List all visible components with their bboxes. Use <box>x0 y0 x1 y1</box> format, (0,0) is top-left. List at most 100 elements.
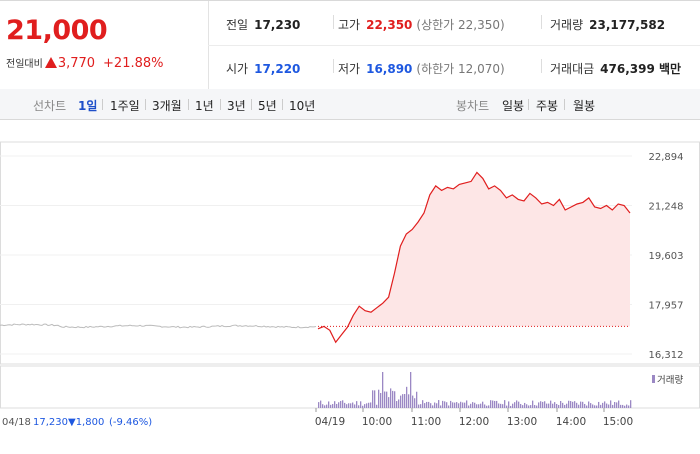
volume-bar <box>448 405 450 408</box>
x-tick-label: 04/19 <box>315 416 345 428</box>
volume-bar <box>378 389 380 408</box>
prev-close-label: 전일 <box>226 18 249 32</box>
volume-bar <box>538 402 540 408</box>
change-label: 전일대비 <box>6 59 43 70</box>
divider <box>333 59 334 73</box>
period-1year[interactable]: 1년 <box>195 99 214 113</box>
volume-bar <box>400 395 402 408</box>
volume-bar <box>432 405 434 408</box>
open: 시가 17,220 <box>226 60 300 77</box>
volume-bar <box>600 404 602 408</box>
volume-bar <box>542 401 544 408</box>
volume-bar <box>446 402 448 408</box>
y-tick-label: 19,603 <box>649 251 684 262</box>
volume-bar <box>328 401 330 408</box>
volume-bar <box>402 394 404 408</box>
low-value: 16,890 <box>366 62 413 76</box>
volume-bar <box>616 402 618 408</box>
volume-bar <box>440 405 442 408</box>
lower-limit: (하한가 12,070) <box>416 62 505 76</box>
candle-chart-label: 봉차트 <box>456 99 490 113</box>
volume-bar <box>484 404 486 408</box>
period-1week[interactable]: 1주일 <box>110 99 140 113</box>
volume-bar <box>502 404 504 408</box>
volume-bar <box>444 401 446 408</box>
trade-amount-value: 476,399 백만 <box>600 62 682 76</box>
volume-bar <box>352 402 354 408</box>
volume-bar <box>318 402 320 408</box>
volume-bar <box>354 404 356 408</box>
prev-close: 전일 17,230 <box>226 16 300 33</box>
volume-bar <box>356 401 358 408</box>
divider <box>541 15 542 29</box>
volume-bar <box>370 402 372 408</box>
volume-bar <box>532 400 534 408</box>
divider <box>541 59 542 73</box>
prev-day-summary: 04/18 17,230 ▼1,800 (-9.46%) <box>2 417 152 428</box>
volume-bar <box>388 397 390 408</box>
x-tick-label: 14:00 <box>556 416 586 428</box>
volume-legend-swatch <box>652 375 655 383</box>
volume-bar <box>594 405 596 408</box>
volume-bar <box>504 400 506 408</box>
volume-bar <box>330 404 332 408</box>
volume-bar <box>512 403 514 408</box>
period-1day[interactable]: 1일 <box>78 99 98 113</box>
volume-bar <box>428 401 430 408</box>
volume-bar <box>584 403 586 408</box>
trade-amount-label: 거래대금 <box>550 62 595 76</box>
volume-bar <box>494 400 496 408</box>
volume-bar <box>422 400 424 408</box>
period-10year[interactable]: 10년 <box>289 99 316 113</box>
volume-bar <box>516 400 518 408</box>
volume-bar <box>562 402 564 408</box>
volume-bar <box>564 404 566 408</box>
x-tick-label: 13:00 <box>507 416 537 428</box>
volume-bar <box>436 403 438 408</box>
volume-bar <box>560 400 562 408</box>
volume-bar <box>554 402 556 408</box>
volume-bar <box>458 403 460 408</box>
volume-bar <box>368 402 370 408</box>
volume-bar <box>534 405 536 408</box>
volume-bar <box>592 404 594 408</box>
volume-bar <box>376 404 378 408</box>
open-value: 17,220 <box>254 62 301 76</box>
candle-daily[interactable]: 일봉 <box>502 99 525 113</box>
volume-bar <box>578 404 580 408</box>
period-3year[interactable]: 3년 <box>227 99 246 113</box>
volume-bar <box>626 404 628 408</box>
volume-bar <box>582 401 584 408</box>
volume-bar <box>396 401 398 408</box>
prev-close-value: 17,230 <box>254 18 301 32</box>
volume-bar <box>508 401 510 408</box>
volume-bar <box>524 402 526 408</box>
volume-bar <box>586 405 588 408</box>
volume-bar <box>340 400 342 408</box>
volume-bar <box>514 402 516 408</box>
volume-bar <box>384 391 386 408</box>
volume-bar <box>374 390 376 408</box>
low-label: 저가 <box>338 62 361 76</box>
volume-bar <box>530 405 532 408</box>
candle-monthly[interactable]: 월봉 <box>573 99 596 113</box>
volume-bar <box>522 405 524 408</box>
volume-bar <box>470 403 472 408</box>
volume-bar <box>426 401 428 408</box>
prev-day-line <box>0 323 317 329</box>
period-5year[interactable]: 5년 <box>258 99 277 113</box>
period-3month[interactable]: 3개월 <box>152 99 182 113</box>
volume-bar <box>556 403 558 408</box>
volume-bar <box>482 401 484 408</box>
divider <box>528 99 529 110</box>
candle-weekly[interactable]: 주봉 <box>536 99 559 113</box>
volume-bar <box>320 400 322 408</box>
volume-bars <box>318 372 632 408</box>
chart-toolbar: 선차트 1일 1주일 3개월 1년 3년 5년 10년 봉차트 일봉 주봉 월봉 <box>0 89 700 120</box>
volume-bar <box>460 401 462 408</box>
y-tick-label: 21,248 <box>649 202 684 213</box>
volume-bar <box>348 403 350 408</box>
upper-limit: (상한가 22,350) <box>416 18 505 32</box>
volume-bar <box>518 401 520 408</box>
volume-bar <box>462 402 464 408</box>
